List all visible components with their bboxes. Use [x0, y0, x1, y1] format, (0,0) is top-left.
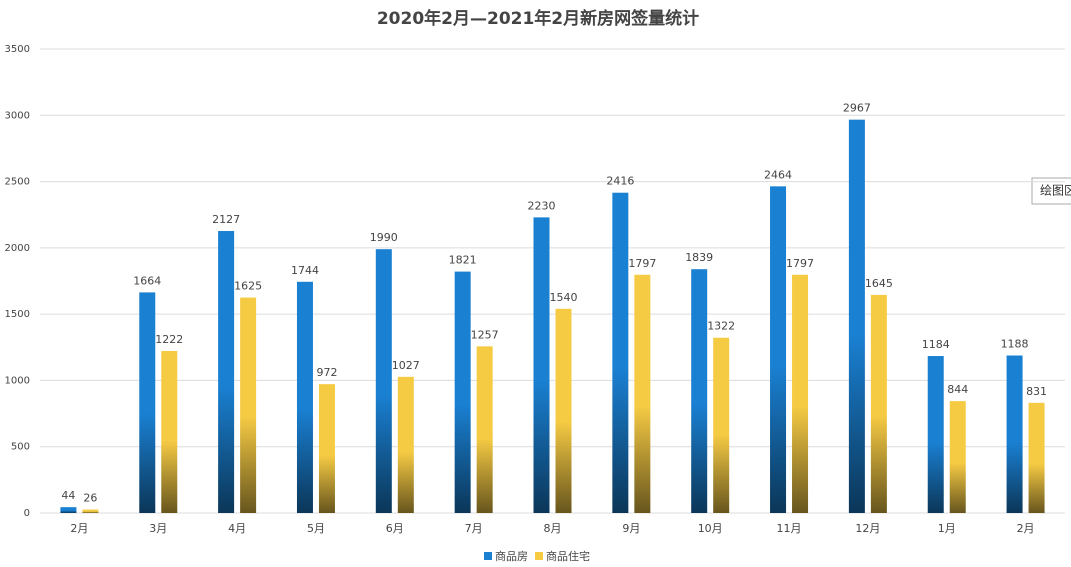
bar — [634, 274, 651, 513]
data-label: 972 — [316, 366, 337, 379]
data-label: 2464 — [764, 168, 792, 181]
legend-swatch — [484, 552, 492, 560]
bar — [949, 401, 966, 513]
bar — [60, 507, 77, 513]
y-tick-label: 1500 — [5, 309, 30, 320]
data-label: 1744 — [291, 264, 319, 277]
bar — [375, 249, 392, 513]
y-tick-label: 3000 — [5, 110, 30, 121]
y-tick-label: 1000 — [5, 375, 30, 386]
data-label: 1645 — [865, 277, 893, 290]
bar — [848, 119, 865, 513]
bar — [612, 192, 629, 513]
y-tick-label: 500 — [11, 442, 30, 453]
x-tick-label: 2月 — [70, 522, 88, 535]
data-label: 2230 — [528, 199, 556, 212]
x-tick-label: 11月 — [777, 522, 802, 535]
x-tick-label: 3月 — [149, 522, 167, 535]
bar — [1028, 402, 1045, 513]
bar — [713, 337, 730, 513]
bar — [691, 269, 708, 513]
data-label: 1184 — [922, 338, 950, 351]
x-tick-label: 7月 — [465, 522, 483, 535]
y-tick-label: 2000 — [5, 243, 30, 254]
x-tick-label: 12月 — [855, 522, 880, 535]
data-label: 1839 — [685, 251, 713, 264]
bar — [161, 350, 178, 513]
data-label: 1664 — [133, 274, 161, 287]
data-label: 1027 — [392, 359, 420, 372]
x-tick-label: 8月 — [544, 522, 562, 535]
bar — [397, 376, 414, 513]
tooltip: 绘图区 — [1040, 183, 1071, 198]
data-label: 2127 — [212, 213, 240, 226]
bar — [1006, 355, 1023, 513]
x-tick-label: 5月 — [307, 522, 325, 535]
bar — [454, 271, 471, 513]
data-label: 844 — [947, 383, 968, 396]
chart-title: 2020年2月—2021年2月新房网签量统计 — [377, 8, 699, 29]
bar — [533, 217, 550, 513]
bar — [218, 231, 235, 513]
x-tick-label: 4月 — [228, 522, 246, 535]
legend-label: 商品住宅 — [546, 549, 590, 563]
x-tick-label: 9月 — [622, 522, 640, 535]
bar — [296, 281, 313, 513]
bar — [139, 292, 156, 513]
data-label: 1322 — [707, 320, 735, 333]
data-label: 2967 — [843, 102, 871, 115]
y-tick-label: 3500 — [5, 44, 30, 55]
tooltip-box — [1031, 177, 1071, 205]
data-label: 831 — [1026, 385, 1047, 398]
y-tick-label: 0 — [24, 508, 30, 519]
bar — [555, 308, 572, 513]
bar — [770, 186, 787, 513]
bar — [82, 509, 99, 513]
bar — [240, 297, 257, 513]
data-label: 1797 — [628, 257, 656, 270]
data-label: 1797 — [786, 257, 814, 270]
data-label: 1188 — [1001, 338, 1029, 351]
bar — [476, 346, 493, 513]
bar — [927, 356, 944, 513]
data-label: 1540 — [550, 291, 578, 304]
legend-label: 商品房 — [495, 549, 528, 563]
legend-swatch — [535, 552, 543, 560]
data-label: 1222 — [155, 333, 183, 346]
bar — [318, 384, 335, 513]
data-label: 1990 — [370, 231, 398, 244]
bar — [870, 294, 887, 513]
y-tick-label: 2500 — [5, 177, 30, 188]
x-tick-label: 1月 — [938, 522, 956, 535]
data-label: 1257 — [471, 328, 499, 341]
data-label: 2416 — [606, 175, 634, 188]
data-label: 26 — [83, 492, 97, 505]
data-label: 44 — [61, 489, 75, 502]
x-tick-label: 10月 — [698, 522, 723, 535]
data-label: 1821 — [449, 254, 477, 267]
bar — [792, 274, 809, 513]
x-tick-label: 2月 — [1017, 522, 1035, 535]
x-tick-label: 6月 — [386, 522, 404, 535]
data-label: 1625 — [234, 280, 262, 293]
